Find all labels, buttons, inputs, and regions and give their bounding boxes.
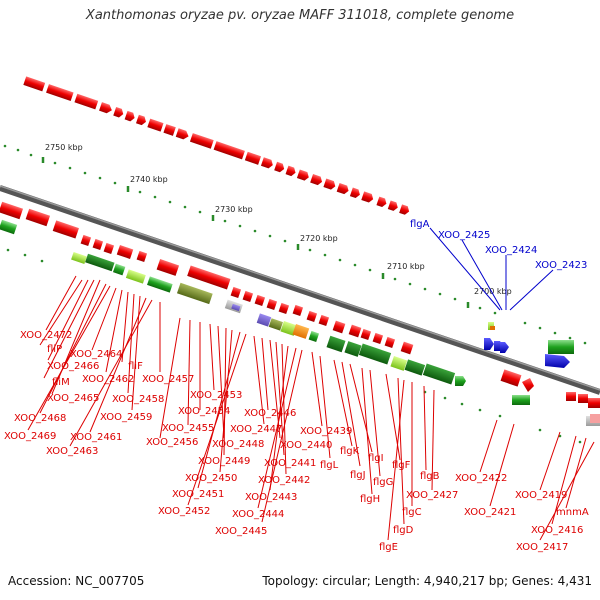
gene-label: flgL	[320, 460, 339, 471]
gene-label: fliM	[52, 377, 70, 388]
gene-label: XOO_2439	[300, 426, 352, 437]
gene-label: XOO_2465	[47, 393, 99, 404]
gene-label: flgC	[402, 507, 422, 518]
scale-label: 2700 kbp	[474, 287, 512, 296]
gene-label: XOO_2444	[232, 509, 284, 520]
scale-label: 2730 kbp	[215, 205, 253, 214]
gene-label: fliF	[128, 361, 143, 372]
gene-label: XOO_2450	[185, 473, 237, 484]
gene-label: flgK	[340, 446, 360, 457]
gene-label: XOO_2456	[146, 437, 198, 448]
genome-summary-text: Topology: circular; Length: 4,940,217 bp…	[262, 574, 592, 588]
gene-label: XOO_2427	[406, 490, 458, 501]
reverse-genes	[0, 201, 600, 423]
gene-label-xoo2424: XOO_2424	[485, 245, 537, 256]
gene-label: XOO_2421	[464, 507, 516, 518]
gene-label: flgE	[379, 542, 398, 553]
gene-label: flgJ	[350, 470, 366, 481]
gene-label-xoo2425: XOO_2425	[438, 230, 490, 241]
scale-label: 2750 kbp	[45, 143, 83, 152]
gene-label: flgH	[360, 494, 380, 505]
scale-label: 2720 kbp	[300, 234, 338, 243]
scale-label: 2740 kbp	[130, 175, 168, 184]
forward-genes	[23, 76, 410, 215]
gene-label: XOO_2464	[70, 349, 122, 360]
gene-label: XOO_2451	[172, 489, 224, 500]
gene-label: XOO_2455	[162, 423, 214, 434]
gene-label: XOO_2445	[215, 526, 267, 537]
gene-label: XOO_2472	[20, 330, 72, 341]
gene-label: XOO_2447	[230, 424, 282, 435]
scale-dots	[3, 144, 587, 345]
gene-label: XOO_2454	[178, 406, 230, 417]
gene-label: mnmA	[556, 507, 589, 518]
gene-label: XOO_2463	[46, 446, 98, 457]
gene-label: XOO_2443	[245, 492, 297, 503]
accession-text: Accession: NC_007705	[8, 574, 145, 588]
forward-genes-green	[0, 219, 600, 426]
gene-label-flgA: flgA	[410, 219, 430, 230]
gene-label: flgD	[393, 525, 414, 536]
gene-label: XOO_2466	[47, 361, 99, 372]
gene-label: flgG	[373, 477, 393, 488]
scale-major-ticks	[41, 157, 470, 308]
gene-label: fliP	[47, 344, 62, 355]
gene-label-xoo2423: XOO_2423	[535, 260, 587, 271]
gene-label: XOO_2446	[244, 408, 296, 419]
gene-label: XOO_2468	[14, 413, 66, 424]
gene-label: XOO_2449	[198, 456, 250, 467]
gene-label: XOO_2458	[112, 394, 164, 405]
gene-label: XOO_2440	[280, 440, 332, 451]
highlighted-genes	[484, 322, 570, 368]
map-title: Xanthomonas oryzae pv. oryzae MAFF 31101…	[85, 8, 515, 23]
red-leader-lines	[27, 275, 595, 541]
gene-label: XOO_2452	[158, 506, 210, 517]
gene-label: XOO_2416	[531, 525, 583, 536]
gene-label: XOO_2459	[100, 412, 152, 423]
gene-label: XOO_2469	[4, 431, 56, 442]
gene-label: XOO_2417	[516, 542, 568, 553]
gene-label: flgI	[368, 453, 384, 464]
scale-label: 2710 kbp	[387, 262, 425, 271]
blue-leader-lines	[429, 227, 554, 311]
gene-label: XOO_2461	[70, 432, 122, 443]
gene-label: XOO_2422	[455, 473, 507, 484]
gene-label: XOO_2419	[515, 490, 567, 501]
gene-label: XOO_2441	[264, 458, 316, 469]
gene-label: XOO_2457	[142, 374, 194, 385]
gene-label: XOO_2442	[258, 475, 310, 486]
gene-label: XOO_2448	[212, 439, 264, 450]
genome-backbone	[0, 185, 600, 395]
gene-label: flgF	[392, 460, 411, 471]
gene-label: XOO_2462	[82, 374, 134, 385]
gene-label: flgB	[420, 471, 440, 482]
gene-label: XOO_2453	[190, 390, 242, 401]
